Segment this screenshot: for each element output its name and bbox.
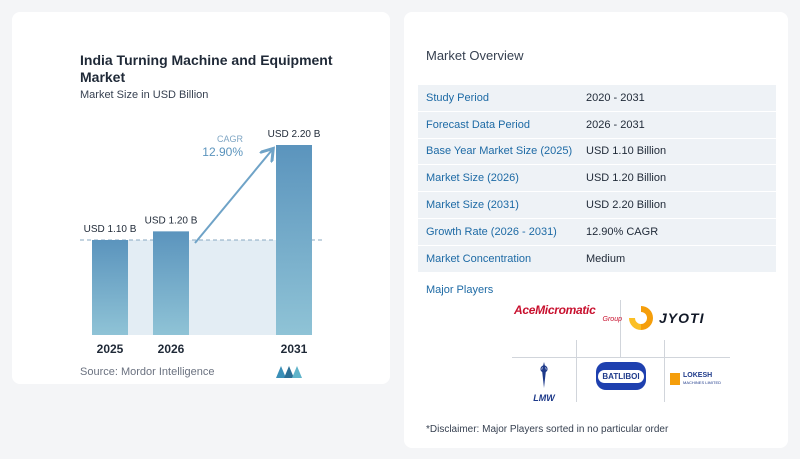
lokesh-mark-icon bbox=[670, 373, 680, 385]
row-label: Market Size (2031) bbox=[426, 199, 519, 212]
table-row: Study Period 2020 - 2031 bbox=[418, 85, 776, 112]
jyoti-swirl-icon bbox=[629, 306, 653, 330]
acemicromatic-logo: AceMicromatic Group bbox=[514, 303, 622, 329]
bar-2025 bbox=[92, 240, 128, 335]
cagr-label: CAGR bbox=[217, 134, 244, 144]
lmw-logo: LMW bbox=[524, 362, 564, 406]
acemicromatic-wordmark: AceMicromatic bbox=[514, 303, 596, 317]
row-value: 2020 - 2031 bbox=[586, 91, 645, 104]
row-label: Growth Rate (2026 - 2031) bbox=[426, 225, 557, 238]
row-value: USD 2.20 Billion bbox=[586, 199, 667, 212]
row-label: Market Concentration bbox=[426, 252, 532, 265]
chart-subtitle: Market Size in USD Billion bbox=[80, 89, 209, 101]
market-overview-table: Study Period 2020 - 2031 Forecast Data P… bbox=[418, 85, 776, 273]
jyoti-logo: JYOTI bbox=[627, 302, 727, 334]
market-overview-title: Market Overview bbox=[426, 48, 524, 63]
batliboi-logo: BATLIBOI bbox=[596, 362, 646, 390]
data-label-2031: USD 2.20 B bbox=[268, 129, 321, 140]
row-value: Medium bbox=[586, 252, 626, 265]
data-label-2025: USD 1.10 B bbox=[84, 224, 137, 235]
table-row: Market Concentration Medium bbox=[418, 245, 776, 273]
table-row: Market Size (2031) USD 2.20 Billion bbox=[418, 192, 776, 219]
row-label: Study Period bbox=[426, 91, 489, 104]
mordor-logo-icon bbox=[276, 366, 302, 378]
chart-title: India Turning Machine and Equipment Mark… bbox=[80, 52, 333, 85]
bar-2026 bbox=[153, 231, 189, 335]
tick-label-2026: 2026 bbox=[158, 342, 185, 356]
table-row: Market Size (2026) USD 1.20 Billion bbox=[418, 165, 776, 193]
cagr-value: 12.90% bbox=[202, 145, 243, 159]
tick-label-2025: 2025 bbox=[97, 342, 124, 356]
jyoti-wordmark: JYOTI bbox=[659, 310, 705, 326]
cagr-arrow bbox=[194, 150, 272, 244]
batliboi-wordmark: BATLIBOI bbox=[598, 369, 644, 383]
bar-2031 bbox=[276, 145, 312, 335]
row-value: 2026 - 2031 bbox=[586, 118, 645, 131]
lmw-emblem-icon bbox=[540, 362, 548, 388]
acemicromatic-group-label: Group bbox=[602, 316, 622, 323]
row-label: Base Year Market Size (2025) bbox=[426, 145, 573, 158]
row-value: USD 1.10 Billion bbox=[586, 145, 667, 158]
bar-chart: USD 1.10 B 2025 USD 1.20 B 2026 USD 2.20 B 20… bbox=[80, 129, 325, 356]
lokesh-wordmark: LOKESH bbox=[683, 372, 713, 379]
row-label: Market Size (2026) bbox=[426, 172, 519, 185]
lokesh-logo: LOKESH MACHINES LIMITED bbox=[670, 371, 728, 387]
chart-source: Source: Mordor Intelligence bbox=[80, 366, 215, 378]
row-label: Forecast Data Period bbox=[426, 118, 530, 131]
lokesh-subtext: MACHINES LIMITED bbox=[683, 380, 722, 385]
lmw-wordmark: LMW bbox=[533, 393, 555, 403]
players-divider-v2 bbox=[664, 340, 665, 402]
major-players-title: Major Players bbox=[426, 284, 494, 296]
table-row: Growth Rate (2026 - 2031) 12.90% CAGR bbox=[418, 218, 776, 246]
players-divider-v3 bbox=[620, 300, 621, 357]
row-value: 12.90% CAGR bbox=[586, 225, 659, 238]
players-divider-h bbox=[512, 357, 730, 358]
table-row: Forecast Data Period 2026 - 2031 bbox=[418, 111, 776, 139]
table-row: Base Year Market Size (2025) USD 1.10 Bi… bbox=[418, 138, 776, 166]
reference-band bbox=[92, 240, 312, 335]
row-value: USD 1.20 Billion bbox=[586, 172, 667, 185]
players-divider-v1 bbox=[576, 340, 577, 402]
disclaimer: *Disclaimer: Major Players sorted in no … bbox=[426, 424, 669, 435]
tick-label-2031: 2031 bbox=[281, 342, 308, 356]
data-label-2026: USD 1.20 B bbox=[145, 215, 198, 226]
